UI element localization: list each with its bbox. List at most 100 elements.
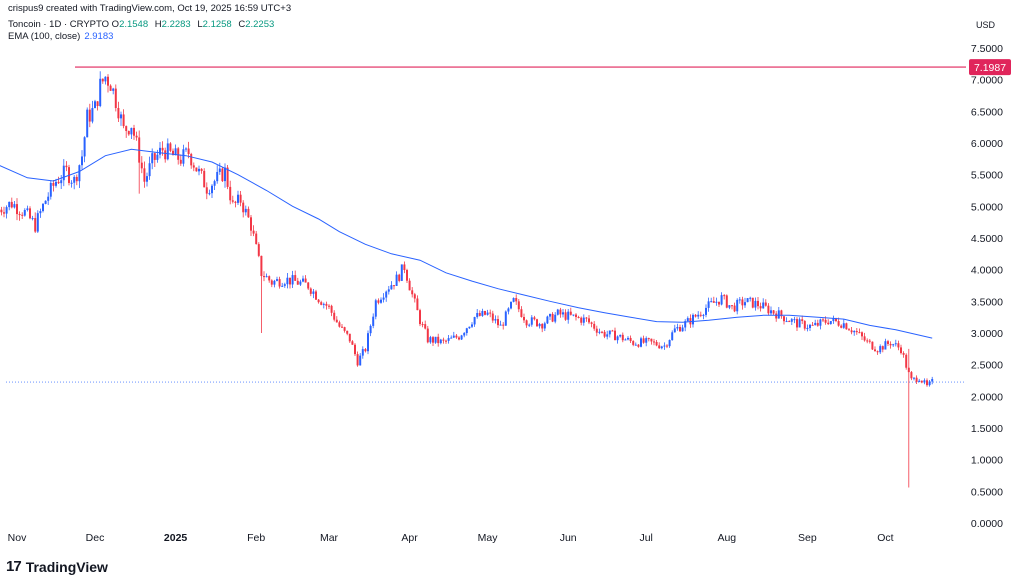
candle-body xyxy=(572,314,575,316)
candle-body xyxy=(832,318,835,322)
candle-body xyxy=(200,168,203,171)
candle-body xyxy=(86,109,89,138)
resistance-price-tag xyxy=(969,59,1011,76)
candle-body xyxy=(767,305,770,314)
candle-body xyxy=(723,295,726,297)
candle-body xyxy=(736,299,739,312)
candle-body xyxy=(341,326,343,328)
candle-body xyxy=(91,108,94,122)
candle-body xyxy=(476,313,479,318)
candle-body xyxy=(749,297,752,299)
candle-body xyxy=(840,325,843,328)
candle-body xyxy=(918,380,921,382)
candle-body xyxy=(382,297,385,300)
candle-body xyxy=(21,214,24,216)
candle-body xyxy=(811,324,814,326)
candle-body xyxy=(611,330,614,332)
candle-body xyxy=(263,276,265,278)
candle-body xyxy=(94,101,96,109)
candle-body xyxy=(733,305,736,312)
candle-body xyxy=(60,180,63,184)
candle-body xyxy=(195,167,198,172)
candle-body xyxy=(437,336,440,344)
candle-body xyxy=(907,367,910,373)
candle-body xyxy=(179,159,182,164)
candle-body xyxy=(876,351,879,353)
candle-body xyxy=(109,85,112,91)
candle-body xyxy=(367,333,369,352)
candle-body xyxy=(44,200,47,204)
candle-body xyxy=(315,291,317,300)
candle-body xyxy=(421,324,424,326)
candle-body xyxy=(398,274,401,281)
candle-body xyxy=(29,208,31,219)
candle-body xyxy=(182,149,185,164)
candle-body xyxy=(686,318,689,322)
candle-body xyxy=(413,294,416,299)
candle-body xyxy=(569,311,572,315)
candle-body xyxy=(52,182,55,186)
ohlc-value: 2.1258 xyxy=(202,19,232,30)
candle-body xyxy=(10,201,13,208)
candle-body xyxy=(603,331,606,337)
candle-body xyxy=(112,88,115,91)
candle-body xyxy=(49,182,52,197)
candle-body xyxy=(681,327,684,332)
candle-body xyxy=(127,130,130,135)
candle-body xyxy=(894,343,897,345)
candle-body xyxy=(317,299,320,303)
y-tick-label: 3.0000 xyxy=(971,328,1003,340)
candle-body xyxy=(393,285,395,287)
y-tick-label: 6.5000 xyxy=(971,106,1003,118)
candle-body xyxy=(205,187,208,194)
resistance-price-label: 7.1987 xyxy=(974,62,1006,74)
ohlc-key: L xyxy=(197,19,203,30)
candle-body xyxy=(770,310,772,314)
candle-body xyxy=(593,323,596,329)
candle-body xyxy=(504,311,507,326)
candle-body xyxy=(780,310,783,317)
candle-body xyxy=(434,336,437,343)
candle-body xyxy=(884,341,887,350)
x-tick-label: Oct xyxy=(877,532,893,544)
candle-body xyxy=(530,317,533,325)
candle-body xyxy=(244,208,247,213)
symbol-name[interactable]: Toncoin · 1D · CRYPTO xyxy=(8,19,110,30)
candle-body xyxy=(364,349,367,352)
ohlc-key: C xyxy=(238,19,246,30)
candle-body xyxy=(55,181,57,186)
candle-body xyxy=(75,176,78,182)
candle-body xyxy=(192,165,195,168)
candle-body xyxy=(861,332,863,337)
y-tick-label: 0.5000 xyxy=(971,486,1003,498)
candle-body xyxy=(278,279,281,287)
candle-body xyxy=(211,185,213,194)
candle-body xyxy=(140,162,143,169)
candle-body xyxy=(798,319,801,328)
candle-body xyxy=(239,194,242,203)
candle-body xyxy=(117,107,120,119)
candle-body xyxy=(39,211,42,214)
candle-body xyxy=(159,147,161,155)
ema-legend[interactable]: EMA (100, close) 2.9183 xyxy=(8,31,113,42)
candle-body xyxy=(47,196,50,201)
candle-body xyxy=(322,303,325,305)
candle-body xyxy=(169,143,172,151)
candle-body xyxy=(525,320,528,326)
candle-body xyxy=(673,328,676,333)
candle-body xyxy=(286,277,289,285)
candle-body xyxy=(546,316,549,324)
candle-body xyxy=(296,280,299,285)
candle-body xyxy=(153,153,156,160)
candle-body xyxy=(70,182,73,184)
candle-body xyxy=(218,168,221,172)
candle-body xyxy=(842,323,845,328)
ohlc-key: O xyxy=(111,19,120,30)
candle-body xyxy=(710,301,713,303)
candle-body xyxy=(3,212,5,214)
candle-body xyxy=(198,168,200,172)
candle-body xyxy=(738,299,741,301)
candle-body xyxy=(114,88,117,108)
candle-body xyxy=(458,337,460,340)
